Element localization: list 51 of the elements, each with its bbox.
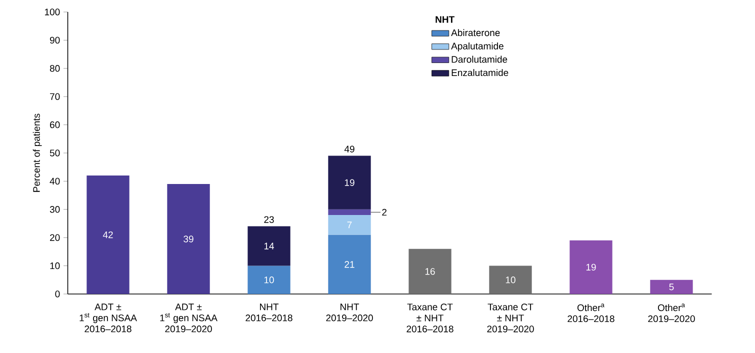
total-label: 23: [264, 216, 274, 223]
category-label: Other$^{a}$ 2016–2018: [568, 304, 614, 322]
bar: [86, 176, 130, 294]
data-label: 21: [344, 261, 354, 268]
legend-label: Enzalutamide: [452, 69, 508, 76]
y-tick-label: 80: [50, 65, 60, 72]
bar: [328, 209, 371, 216]
data-label: 19: [586, 264, 596, 271]
bar: [328, 234, 371, 294]
data-label: 19: [344, 179, 354, 186]
y-tick-label: 60: [50, 121, 60, 128]
x-tick-label: Taxane CT ± NHT 2019–2020: [487, 304, 534, 332]
y-tick-label: 10: [50, 262, 60, 270]
legend-label: Apalutamide: [451, 42, 504, 52]
data-label: 16: [425, 268, 435, 275]
y-tick-label: 50: [50, 150, 60, 156]
category-label: Other$^{a}$ 2019–2020: [648, 304, 695, 322]
bar: [328, 156, 371, 210]
bar: [248, 226, 290, 266]
y-tick-label: 40: [50, 178, 60, 185]
data-label: 2: [382, 208, 387, 216]
bar: [489, 266, 532, 294]
legend-label: Darolutamide: [452, 56, 508, 63]
data-label: 14: [264, 242, 274, 250]
legend-label: Abiraterone: [451, 29, 500, 36]
x-tick-label: NHT 2019–2020: [326, 304, 373, 322]
x-tick-label: Taxane CT ± NHT 2016–2018: [406, 304, 454, 332]
bar: [248, 266, 290, 294]
data-label: 42: [102, 231, 113, 238]
category-label: ADT ± 1$^{st}$ gen NSAA 2019–2020: [160, 304, 218, 332]
y-tick-label: 100: [45, 8, 60, 16]
y-axis-title: Percent of patients: [32, 114, 42, 192]
x-tick-label: NHT 2016–2018: [246, 304, 292, 322]
bar: [570, 240, 612, 294]
bar: [650, 280, 693, 294]
total-label: 49: [344, 146, 354, 152]
bar: [328, 215, 371, 235]
data-label: 5: [669, 284, 674, 290]
y-tick-label: 70: [50, 93, 60, 100]
bar: [408, 248, 452, 294]
data-label: 7: [347, 222, 352, 228]
data-label: 10: [506, 276, 516, 284]
y-tick-label: 30: [50, 206, 60, 213]
data-label: 10: [264, 276, 274, 284]
y-tick-label: 0: [55, 290, 60, 298]
bar: [167, 184, 210, 294]
category-label: ADT ± 1$^{st}$ gen NSAA 2016–2018: [80, 304, 137, 332]
legend-title: NHT: [436, 16, 454, 23]
y-tick-label: 90: [50, 36, 60, 44]
data-label: 39: [184, 236, 194, 242]
y-tick-label: 20: [50, 234, 60, 241]
